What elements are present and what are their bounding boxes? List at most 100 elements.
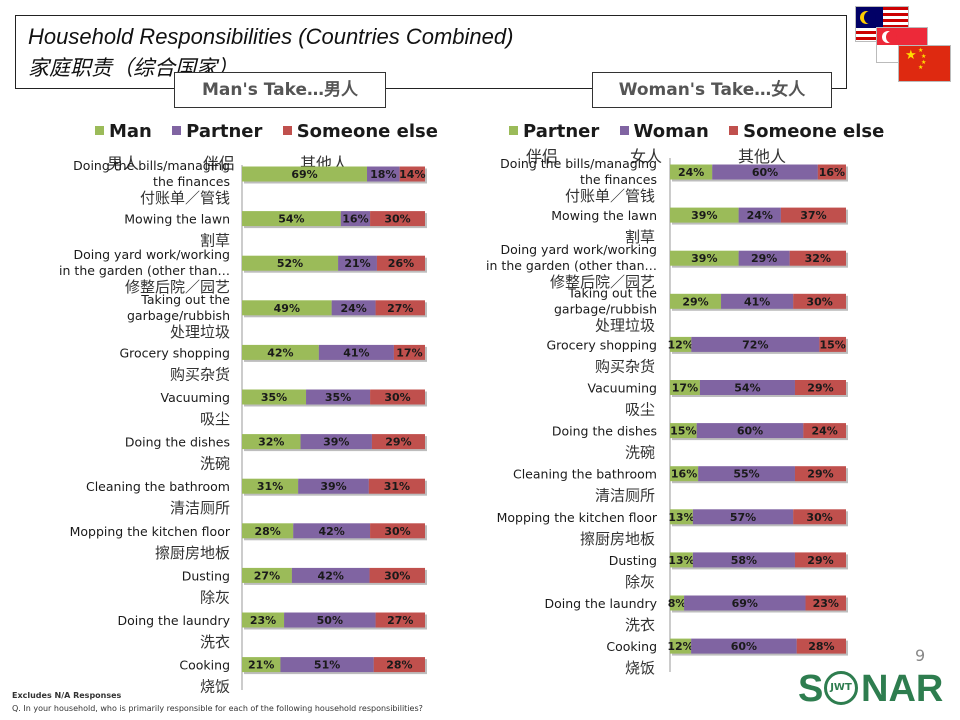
data-label: 72% (742, 338, 768, 351)
bar-segment (691, 638, 797, 654)
data-label: 27% (387, 614, 413, 627)
data-label: 15% (819, 338, 845, 351)
category-label: Doing the laundry (544, 596, 657, 611)
legend-item-woman: Woman (619, 121, 709, 142)
bar-segment (670, 423, 697, 439)
data-label: 30% (384, 569, 410, 582)
category-label: the finances (580, 172, 657, 187)
legend-zh-woman: 女人 (630, 147, 663, 166)
data-label: 13% (668, 554, 694, 567)
bar-segment (692, 552, 795, 568)
data-label: 28% (386, 659, 412, 672)
data-label: 60% (731, 640, 757, 653)
bar-segment (375, 612, 425, 628)
category-label-zh: 烧饭 (200, 678, 230, 696)
bar-segment (692, 509, 794, 525)
data-label: 32% (805, 252, 831, 265)
data-label: 42% (318, 525, 344, 538)
bar-segment (805, 595, 846, 611)
bar-segment (670, 207, 739, 223)
data-label: 16% (671, 468, 697, 481)
bar-segment (819, 336, 846, 352)
bar-segment (370, 389, 425, 405)
data-label: 31% (257, 480, 283, 493)
category-label: in the garden (other than… (486, 258, 657, 273)
data-label: 60% (737, 425, 763, 438)
data-label: 28% (808, 640, 834, 653)
data-label: 57% (730, 511, 756, 524)
data-label: 42% (318, 569, 344, 582)
bar-segment (306, 389, 371, 405)
category-label-zh: 处理垃圾 (170, 323, 230, 341)
data-label: 29% (385, 436, 411, 449)
bar-segment (242, 657, 281, 673)
data-label: 35% (325, 391, 351, 404)
bar-segment (670, 380, 700, 395)
bar-segment (670, 250, 739, 266)
bar-segment (298, 478, 369, 494)
category-label-zh: 洗碗 (625, 444, 655, 462)
bar-segment (691, 336, 820, 352)
bar-segment (712, 164, 818, 180)
bar-segment (696, 423, 804, 439)
data-label: 29% (751, 252, 777, 265)
bar-segment (338, 255, 377, 271)
legend-item-someone-else: Someone else (282, 121, 438, 142)
category-label-zh: 清洁厕所 (170, 499, 230, 517)
page-title: Household Responsibilities (Countries Co… (28, 24, 514, 49)
category-label: Grocery shopping (546, 337, 657, 352)
legend-zh-someone-else: 其他人 (738, 147, 787, 166)
data-label: 12% (667, 338, 693, 351)
page-number: 9 (915, 646, 926, 665)
data-label: 54% (278, 213, 304, 226)
category-label-zh: 洗衣 (200, 633, 230, 651)
category-label: Doing the dishes (552, 424, 657, 439)
category-label: Mopping the kitchen floor (497, 510, 658, 525)
data-label: 31% (384, 480, 410, 493)
data-label: 24% (811, 425, 837, 438)
bar-segment (670, 509, 693, 525)
data-label: 39% (691, 252, 717, 265)
data-label: 39% (323, 436, 349, 449)
data-label: 24% (340, 302, 366, 315)
bar-segment (393, 344, 425, 360)
bar-segment (670, 293, 722, 309)
bar-segment (242, 612, 285, 628)
data-label: 69% (291, 168, 317, 181)
data-label: 8% (668, 597, 687, 610)
bar-segment (373, 657, 425, 673)
sonar-jwt-logo: S JWT NAR (798, 668, 943, 710)
bar-segment (369, 567, 425, 583)
data-label: 35% (261, 391, 287, 404)
bar-segment (684, 595, 806, 611)
data-label: 30% (384, 525, 410, 538)
bar-segment (370, 523, 425, 539)
category-label-zh: 洗衣 (625, 616, 655, 634)
category-label: Dusting (182, 568, 230, 583)
category-label: Doing yard work/working (500, 242, 657, 257)
data-label: 29% (807, 468, 833, 481)
data-label: 60% (752, 166, 778, 179)
bar-segment (738, 250, 790, 266)
data-label: 29% (807, 554, 833, 567)
category-label-zh: 购买杂货 (595, 357, 655, 375)
woman-take-label: Woman's Take…女人 (592, 72, 832, 108)
category-label-zh: 洗碗 (200, 455, 230, 473)
data-label: 32% (258, 436, 284, 449)
data-label: 54% (734, 382, 760, 395)
bar-segment (300, 434, 372, 450)
bar-segment (280, 657, 374, 673)
bar-segment (376, 255, 425, 271)
logo-text-right: NAR (861, 668, 944, 710)
bar-segment (670, 595, 685, 611)
category-label-zh: 割草 (625, 228, 655, 246)
data-label: 39% (691, 209, 717, 222)
data-label: 39% (320, 480, 346, 493)
legend-zh-man: 男人 (107, 154, 140, 173)
bar-segment (780, 207, 846, 223)
bar-segment (242, 344, 319, 360)
data-label: 37% (800, 209, 826, 222)
legend-item-man: Man (95, 121, 152, 142)
category-label: Cooking (179, 658, 230, 673)
category-label: Doing yard work/working (73, 247, 230, 262)
